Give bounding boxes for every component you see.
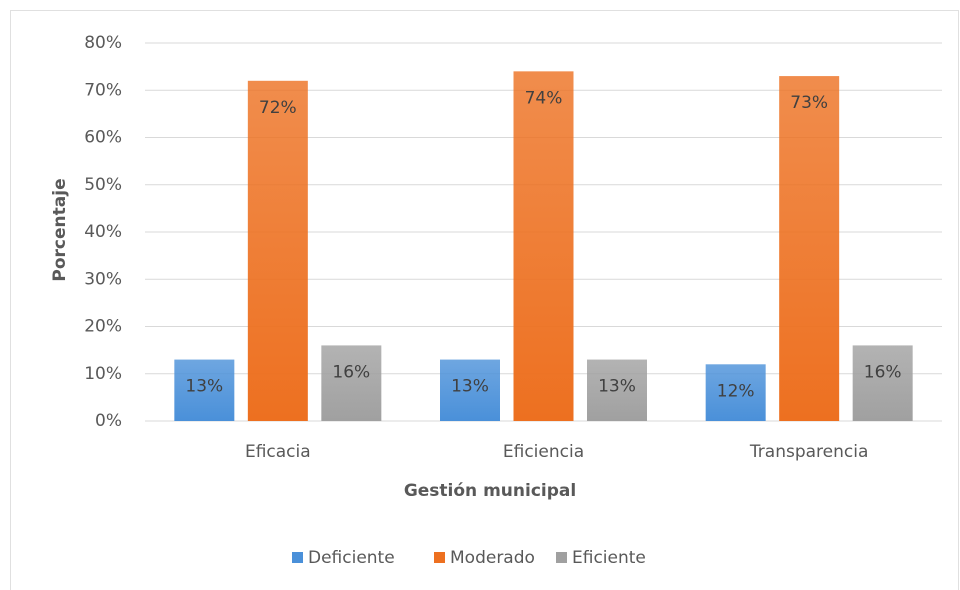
bar bbox=[247, 80, 308, 422]
data-label: 74% bbox=[525, 88, 563, 108]
data-label: 16% bbox=[864, 362, 902, 382]
y-tick-label: 60% bbox=[84, 128, 122, 148]
bar bbox=[705, 364, 766, 421]
legend-label: Moderado bbox=[450, 548, 535, 568]
bar bbox=[174, 359, 235, 421]
y-tick-label: 10% bbox=[84, 364, 122, 384]
data-label: 12% bbox=[717, 381, 755, 401]
data-label: 13% bbox=[598, 377, 636, 397]
bar bbox=[440, 359, 500, 421]
bar bbox=[513, 71, 574, 421]
y-tick-label: 40% bbox=[84, 222, 122, 242]
data-label: 72% bbox=[259, 98, 297, 118]
bar bbox=[321, 345, 382, 421]
data-label: 73% bbox=[790, 93, 828, 113]
bar bbox=[779, 76, 840, 421]
data-label: 13% bbox=[185, 377, 223, 397]
x-axis-title: Gestión municipal bbox=[404, 481, 576, 501]
y-axis-title: Porcentaje bbox=[50, 178, 70, 281]
data-label: 16% bbox=[332, 362, 370, 382]
y-tick-label: 0% bbox=[95, 411, 122, 431]
x-tick-label: Eficiencia bbox=[503, 442, 584, 462]
bar bbox=[587, 359, 647, 421]
legend-label: Eficiente bbox=[572, 548, 646, 568]
legend-swatch bbox=[556, 552, 567, 563]
bar bbox=[852, 345, 913, 421]
legend-label: Deficiente bbox=[308, 548, 395, 568]
y-tick-label: 20% bbox=[84, 317, 122, 337]
data-label: 13% bbox=[451, 377, 489, 397]
y-tick-label: 50% bbox=[84, 175, 122, 195]
legend-swatch bbox=[292, 552, 303, 563]
legend-swatch bbox=[434, 552, 445, 563]
x-tick-label: Transparencia bbox=[749, 442, 868, 462]
y-tick-label: 80% bbox=[84, 33, 122, 53]
x-tick-label: Eficacia bbox=[245, 442, 311, 462]
y-tick-label: 30% bbox=[84, 269, 122, 289]
y-tick-label: 70% bbox=[84, 80, 122, 100]
